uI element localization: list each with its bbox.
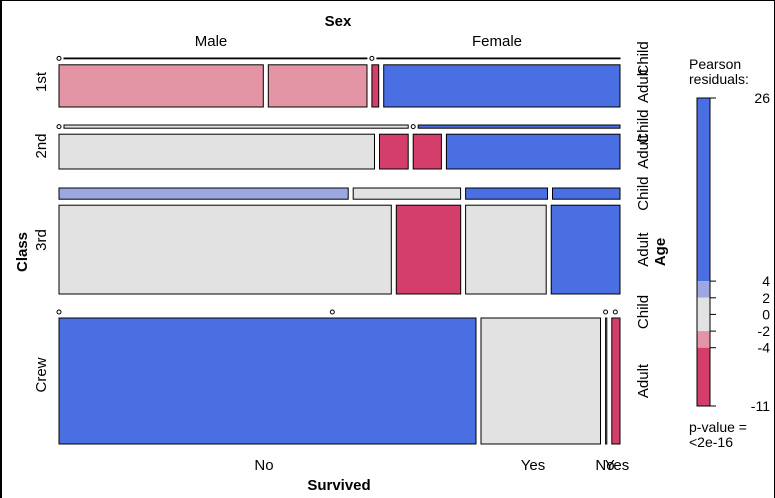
legend-color-segment: [697, 98, 710, 282]
mosaic-cell-2nd-female-adult-no: [412, 133, 442, 170]
age-label-crew-child: Child: [635, 295, 652, 329]
age-label-2nd-adult: Adult: [635, 134, 652, 169]
mosaic-cell-2nd-female-child-yes: [417, 124, 621, 129]
mosaic-cell-crew-male-adult-yes: [480, 317, 601, 445]
mosaic-cell-1st-male-adult-yes: [267, 64, 368, 108]
mosaic-cell-crew-female-adult-yes: [611, 317, 621, 445]
mosaic-cell-1st-male-child-yes: [63, 57, 368, 60]
mosaic-cell-1st-female-child-yes: [376, 57, 621, 60]
mosaic-cell-3rd-male-child-no: [58, 187, 349, 200]
mosaic-cell-2nd-female-adult-yes: [445, 133, 621, 170]
mosaic-cell-3rd-female-adult-yes: [550, 204, 621, 295]
mosaic-cells: [56, 55, 621, 445]
legend-tick-label: -11: [751, 398, 770, 414]
mosaic-cell-3rd-male-child-yes: [352, 187, 462, 200]
age-label-1st-child: Child: [635, 41, 652, 75]
mosaic-cell-2nd-male-adult-no: [58, 133, 375, 170]
empty-cell-marker: [329, 309, 335, 315]
legend-tick-label: -2: [758, 323, 771, 339]
empty-cell-marker: [56, 124, 62, 130]
class-label-2nd: 2nd: [33, 133, 50, 158]
window-top-border: [0, 0, 775, 1]
class-label-crew: Crew: [33, 357, 50, 392]
legend-pvalue-value: <2e-16: [689, 434, 733, 450]
empty-cell-marker: [56, 55, 62, 61]
legend-tick-label: 4: [762, 273, 770, 289]
legend-title-line1: Pearson residuals:: [689, 56, 749, 87]
sex-axis-title: Sex: [325, 13, 352, 30]
survived-tick-male-no: No: [254, 457, 273, 474]
legend-color-segment: [697, 347, 710, 406]
empty-cell-marker: [603, 309, 609, 315]
legend-tick-label: 2: [762, 290, 770, 306]
legend-tick-label: 26: [754, 90, 770, 106]
legend-color-segment: [697, 331, 710, 348]
survived-axis-title: Survived: [307, 477, 370, 494]
survived-tick-female-yes: Yes: [605, 457, 629, 474]
residual-legend: 26 420-2-4 -11: [696, 90, 771, 414]
window-left-border: [0, 0, 2, 498]
age-label-crew-adult: Adult: [635, 363, 652, 398]
mosaic-cell-2nd-male-child-yes: [63, 124, 409, 129]
legend-tick-label: 0: [762, 306, 770, 322]
legend-color-segment: [697, 297, 710, 332]
mosaic-cell-crew-female-adult-no: [605, 317, 608, 445]
empty-cell-marker: [369, 55, 375, 61]
empty-cell-marker: [56, 309, 62, 315]
empty-cell-marker: [410, 124, 416, 130]
mosaic-cell-crew-male-adult-no: [58, 317, 477, 445]
age-axis-title: Age: [652, 238, 669, 266]
mosaic-cell-1st-male-adult-no: [58, 64, 264, 108]
legend-bar-frame: [696, 97, 711, 407]
class-axis-title: Class: [14, 232, 31, 272]
legend-color-segment: [697, 281, 710, 298]
legend-pvalue-label: p-value =: [689, 419, 747, 435]
mosaic-cell-3rd-male-adult-no: [58, 204, 392, 295]
mosaic-cell-3rd-male-adult-yes: [395, 204, 462, 295]
mosaic-cell-3rd-female-adult-no: [465, 204, 547, 295]
age-label-3rd-adult: Adult: [635, 232, 652, 267]
empty-cell-marker: [612, 309, 618, 315]
sex-label-female: Female: [472, 33, 522, 50]
mosaic-cell-1st-female-adult-yes: [383, 64, 621, 108]
mosaic-cell-1st-female-adult-no: [371, 64, 380, 108]
mosaic-cell-2nd-male-adult-yes: [379, 133, 409, 170]
mosaic-cell-3rd-female-child-yes: [552, 187, 621, 200]
class-label-1st: 1st: [33, 71, 50, 92]
class-label-3rd: 3rd: [33, 229, 50, 251]
age-label-3rd-child: Child: [635, 177, 652, 211]
sex-label-male: Male: [195, 33, 228, 50]
age-label-2nd-child: Child: [635, 110, 652, 144]
age-label-1st-adult: Adult: [635, 68, 652, 103]
mosaic-cell-3rd-female-child-no: [465, 187, 549, 200]
survived-tick-female-no: No: [595, 457, 614, 474]
legend-tick-label: -4: [758, 340, 771, 356]
survived-tick-male-yes: Yes: [521, 457, 545, 474]
